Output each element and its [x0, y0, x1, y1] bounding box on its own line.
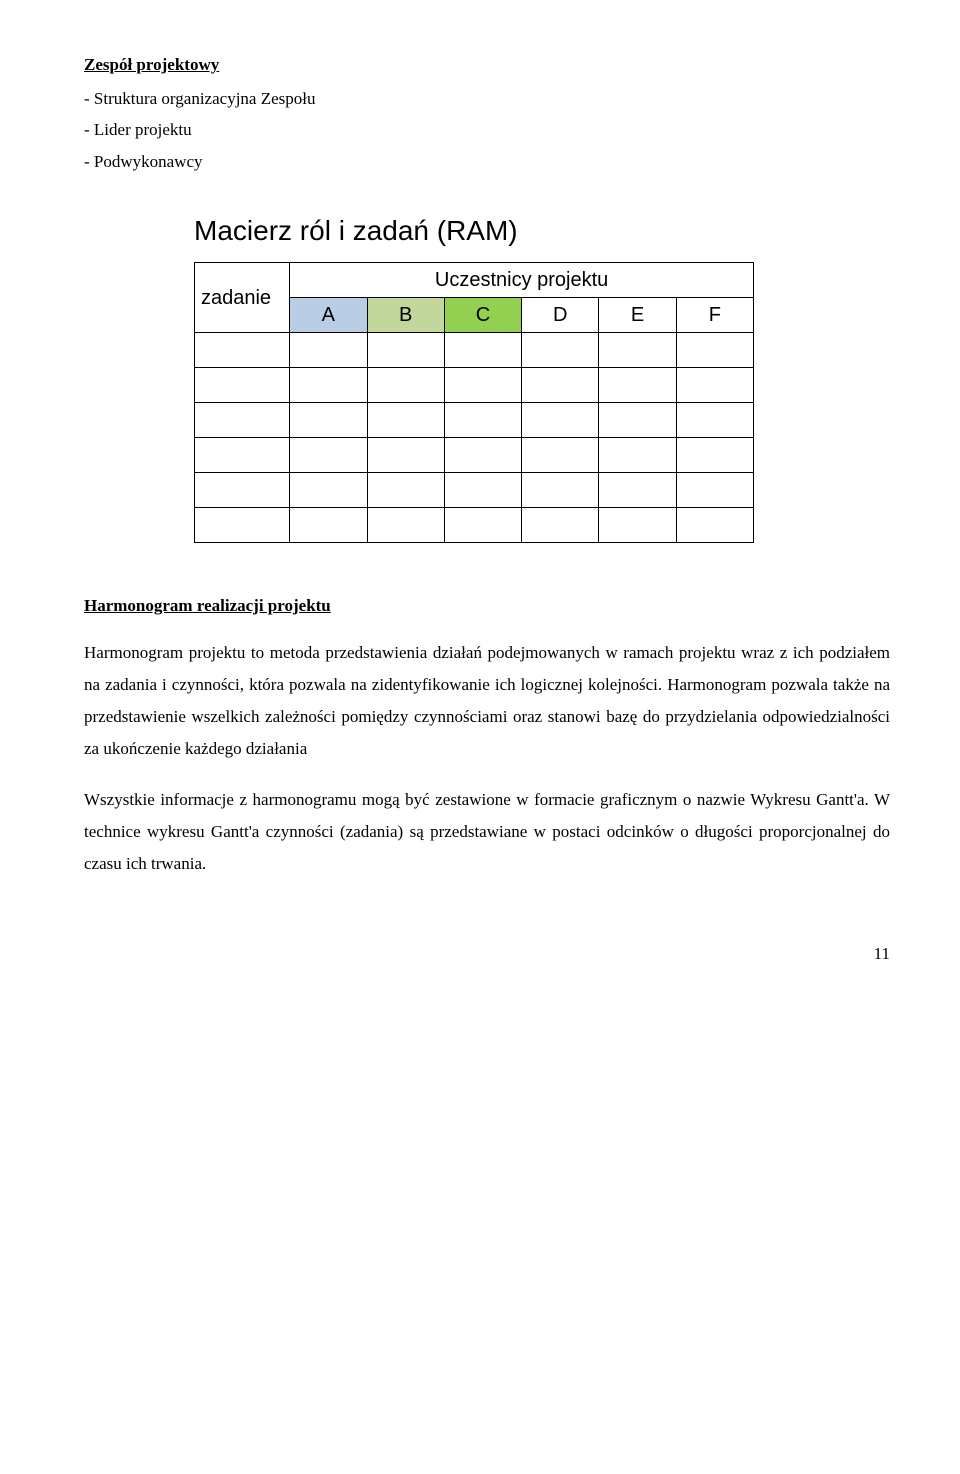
ram-table: zadanie Uczestnicy projektu A B C D E F: [194, 262, 754, 543]
cell: [367, 473, 444, 508]
table-row: zadanie Uczestnicy projektu: [195, 263, 754, 298]
cell: [522, 473, 599, 508]
cell: [522, 368, 599, 403]
cell: [444, 438, 521, 473]
schedule-paragraph-2: Wszystkie informacje z harmonogramu mogą…: [84, 784, 890, 881]
ram-col-e: E: [599, 298, 676, 333]
cell: [522, 508, 599, 543]
cell: [444, 508, 521, 543]
list-item: - Lider projektu: [84, 117, 890, 143]
section-heading-team: Zespół projektowy: [84, 52, 890, 78]
ram-col-a: A: [290, 298, 367, 333]
cell: [367, 508, 444, 543]
table-row: [195, 333, 754, 368]
ram-header-zadanie: zadanie: [195, 263, 290, 333]
cell: [290, 403, 367, 438]
ram-col-c: C: [444, 298, 521, 333]
table-row: [195, 438, 754, 473]
cell: [676, 333, 753, 368]
cell: [522, 333, 599, 368]
table-row: [195, 508, 754, 543]
cell: [599, 368, 676, 403]
cell: [195, 403, 290, 438]
cell: [676, 473, 753, 508]
section-heading-schedule: Harmonogram realizacji projektu: [84, 593, 890, 619]
schedule-paragraph-1: Harmonogram projektu to metoda przedstaw…: [84, 637, 890, 766]
cell: [444, 333, 521, 368]
team-bullet-list: - Struktura organizacyjna Zespołu - Lide…: [84, 86, 890, 175]
cell: [444, 403, 521, 438]
ram-header-participants: Uczestnicy projektu: [290, 263, 754, 298]
cell: [522, 403, 599, 438]
cell: [290, 368, 367, 403]
cell: [676, 508, 753, 543]
ram-col-f: F: [676, 298, 753, 333]
cell: [195, 333, 290, 368]
cell: [444, 368, 521, 403]
cell: [676, 438, 753, 473]
cell: [367, 368, 444, 403]
cell: [367, 333, 444, 368]
cell: [195, 368, 290, 403]
ram-col-d: D: [522, 298, 599, 333]
cell: [290, 438, 367, 473]
cell: [599, 508, 676, 543]
cell: [290, 508, 367, 543]
cell: [522, 438, 599, 473]
cell: [195, 473, 290, 508]
cell: [599, 438, 676, 473]
cell: [290, 473, 367, 508]
page-number: 11: [84, 941, 890, 967]
cell: [290, 333, 367, 368]
cell: [367, 403, 444, 438]
cell: [599, 473, 676, 508]
cell: [444, 473, 521, 508]
cell: [195, 508, 290, 543]
list-item: - Podwykonawcy: [84, 149, 890, 175]
ram-title: Macierz ról i zadań (RAM): [194, 210, 754, 252]
cell: [367, 438, 444, 473]
list-item: - Struktura organizacyjna Zespołu: [84, 86, 890, 112]
cell: [599, 333, 676, 368]
ram-table-container: Macierz ról i zadań (RAM) zadanie Uczest…: [194, 210, 754, 543]
ram-col-b: B: [367, 298, 444, 333]
cell: [599, 403, 676, 438]
table-row: [195, 368, 754, 403]
table-row: [195, 403, 754, 438]
table-row: [195, 473, 754, 508]
cell: [676, 368, 753, 403]
cell: [195, 438, 290, 473]
cell: [676, 403, 753, 438]
